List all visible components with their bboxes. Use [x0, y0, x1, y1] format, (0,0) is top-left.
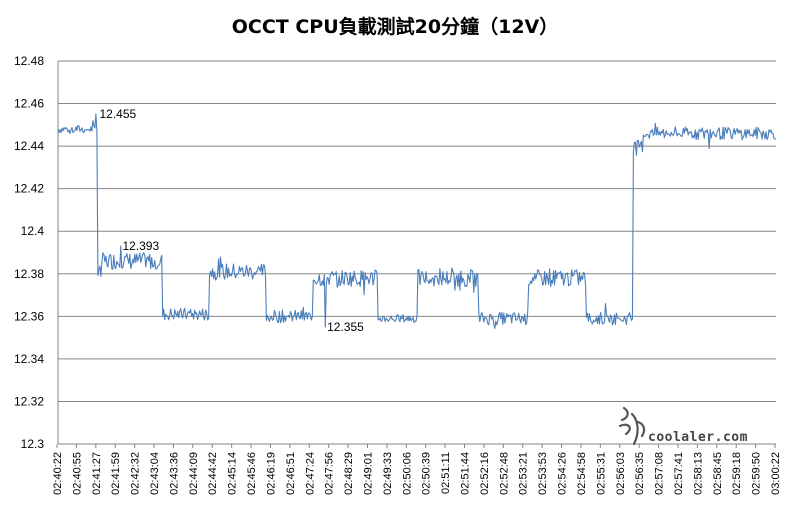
- y-tick-label: 12.4: [21, 224, 45, 238]
- x-tick-label: 02:59:18: [731, 452, 743, 495]
- x-tick-label: 02:56:03: [615, 452, 627, 495]
- y-tick-labels: 12.3 12.32 12.34 12.36 12.38 12.4 12.42 12.44 12…: [14, 54, 44, 451]
- x-tick-label: 03:00:22: [770, 452, 782, 495]
- y-tick-label: 12.36: [14, 309, 44, 323]
- x-tick-label: 02:41:27: [91, 452, 103, 495]
- x-tick-label: 02:43:04: [149, 452, 161, 495]
- x-tick-label: 02:47:56: [324, 452, 336, 495]
- x-tick-label: 02:51:44: [460, 452, 472, 495]
- x-tick-label: 02:45:14: [227, 452, 239, 495]
- x-tick-label: 02:49:01: [362, 452, 374, 495]
- x-tick-label: 02:48:29: [343, 452, 355, 495]
- series-layer: [57, 113, 777, 329]
- x-tick-label: 02:43:36: [168, 452, 180, 495]
- y-tick-label: 12.3: [21, 437, 45, 451]
- data-label: 12.355: [327, 320, 364, 334]
- x-tick-label: 02:46:51: [285, 452, 297, 495]
- data-labels: 12.455 12.393 12.355: [99, 107, 364, 334]
- x-tick-label: 02:58:13: [692, 452, 704, 495]
- y-tick-label: 12.42: [14, 182, 44, 196]
- x-tick-label: 02:56:35: [634, 452, 646, 495]
- x-tick-label: 02:52:48: [498, 452, 510, 495]
- chart-title: OCCT CPU負載測試20分鐘（12V）: [231, 16, 559, 38]
- data-label: 12.455: [99, 107, 136, 121]
- watermark-logo: [618, 406, 646, 446]
- x-tick-label: 02:44:09: [188, 452, 200, 495]
- x-tick-label: 02:51:11: [440, 452, 452, 494]
- x-tick-label: 02:53:21: [518, 452, 530, 495]
- x-tick-label: 02:40:22: [52, 452, 64, 495]
- axes: [56, 61, 776, 448]
- x-tick-label: 02:59:50: [751, 452, 763, 495]
- x-tick-label: 02:47:24: [304, 452, 316, 495]
- calligraphy-mark: [618, 406, 646, 446]
- gridlines: [58, 60, 776, 445]
- x-tick-label: 02:52:16: [479, 452, 491, 495]
- x-tick-label: 02:54:58: [576, 452, 588, 495]
- x-tick-label: 02:50:39: [421, 452, 433, 495]
- x-tick-label: 02:57:41: [673, 452, 685, 495]
- y-tick-label: 12.48: [14, 54, 44, 68]
- x-tick-label: 02:55:31: [595, 452, 607, 495]
- data-label: 12.393: [122, 239, 159, 253]
- x-tick-label: 02:50:06: [401, 452, 413, 495]
- y-tick-label: 12.44: [14, 139, 44, 153]
- x-tick-labels: 02:40:22 02:40:55 02:41:27 02:41:59 02:42:32…: [52, 452, 782, 495]
- watermark-text: coolaler.com: [648, 430, 748, 445]
- x-tick-label: 02:46:19: [265, 452, 277, 495]
- x-tick-label: 02:41:59: [110, 452, 122, 495]
- y-tick-label: 12.46: [14, 97, 44, 111]
- x-tick-label: 02:45:46: [246, 452, 258, 495]
- x-tick-label: 02:40:55: [71, 452, 83, 495]
- y-tick-label: 12.34: [14, 352, 44, 366]
- x-tick-label: 02:57:08: [654, 452, 666, 495]
- y-tick-label: 12.32: [14, 394, 44, 408]
- x-tick-label: 02:42:32: [130, 452, 142, 495]
- x-tick-label: 02:53:53: [537, 452, 549, 495]
- series-line: [57, 113, 777, 329]
- y-tick-label: 12.38: [14, 267, 44, 281]
- x-tick-label: 02:58:45: [712, 452, 724, 495]
- x-tick-label: 02:54:26: [557, 452, 569, 495]
- x-tick-label: 02:44:42: [207, 452, 219, 495]
- x-tick-label: 02:49:33: [382, 452, 394, 495]
